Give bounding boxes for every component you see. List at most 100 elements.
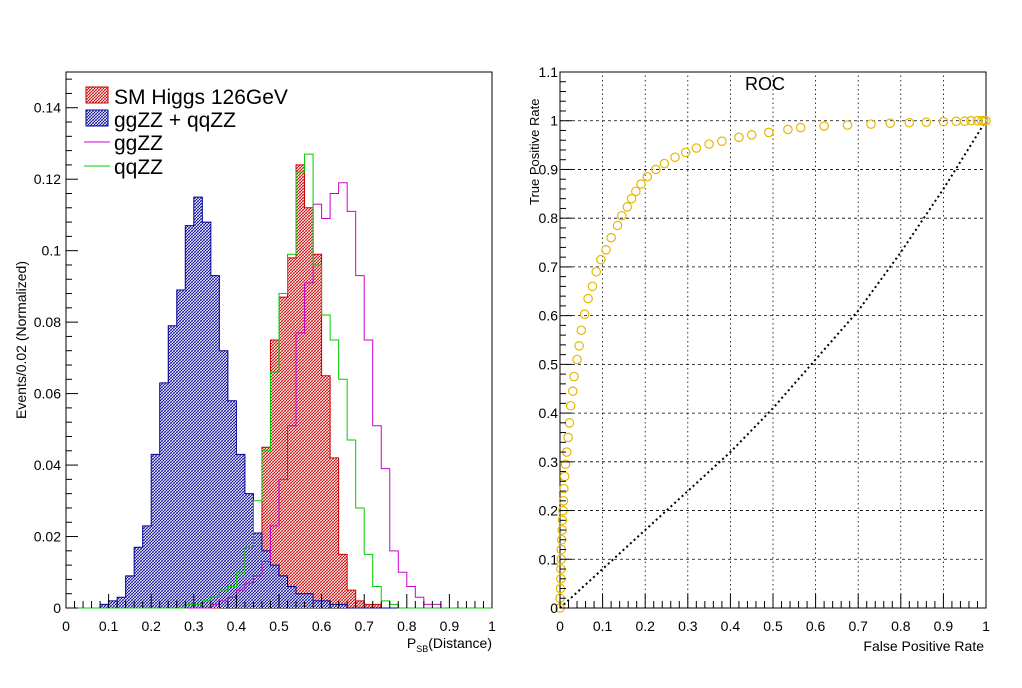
roc-point (576, 325, 587, 336)
roc-point (866, 119, 876, 129)
roc-point (885, 118, 895, 128)
histogram-series-4 (66, 153, 492, 609)
roc-point (959, 116, 970, 127)
roc-point (574, 341, 584, 351)
histogram-x-tick-label: 0.3 (184, 618, 204, 634)
histogram-series-layer (66, 153, 492, 609)
roc-point (559, 483, 569, 494)
roc-point (596, 254, 606, 265)
roc-point (557, 525, 567, 535)
roc-panel: 0 0.1 0.2 0.3 0.4 0.5 0.6 0.7 0.8 0.9 1 0 0.1 0.2 0.3 0… (527, 64, 991, 654)
roc-x-axis-label: False Positive Rate (863, 638, 984, 654)
roc-y-tick-label: 1.1 (539, 64, 559, 80)
roc-x-tick-label: 0.9 (934, 618, 954, 634)
histogram-series-1 (66, 164, 492, 609)
roc-x-tick-label: 0.5 (763, 618, 783, 634)
roc-point (557, 515, 568, 526)
roc-point (636, 179, 646, 189)
roc-diagonal-line (559, 120, 987, 609)
histogram-x-tick-label: 1 (488, 618, 496, 634)
histogram-y-tick-label: 0.04 (34, 457, 61, 473)
roc-point (583, 293, 593, 304)
roc-x-tick-label: 0 (556, 618, 564, 634)
legend-swatch-1 (85, 86, 109, 104)
histogram-y-tick-label: 0.12 (34, 171, 61, 187)
histogram-y-tick-label: 0.14 (34, 100, 61, 116)
histogram-x-tick-label: 0.5 (269, 618, 289, 634)
roc-point (626, 193, 637, 204)
roc-y-tick-label: 0.8 (539, 210, 559, 226)
roc-point (783, 124, 793, 135)
roc-point (591, 266, 602, 277)
roc-y-tick-label: 0.9 (539, 161, 559, 177)
roc-point (951, 116, 961, 127)
roc-x-tick-label: 1 (982, 618, 990, 634)
roc-point (734, 132, 744, 143)
roc-y-tick-label: 0.5 (539, 356, 559, 372)
histogram-y-tick-label: 0.08 (34, 314, 61, 330)
roc-x-tick-label: 0.1 (593, 618, 613, 634)
roc-point (569, 371, 579, 382)
histogram-x-label-sub: SB (416, 644, 428, 654)
roc-point (587, 281, 598, 292)
roc-y-tick-label: 1 (550, 113, 558, 129)
histogram-x-tick-label: 0.1 (99, 618, 119, 634)
histogram-y-tick-label: 0.1 (42, 243, 62, 259)
roc-point (559, 471, 570, 482)
roc-point (938, 116, 949, 127)
roc-axes: 0 0.1 0.2 0.3 0.4 0.5 0.6 0.7 0.8 0.9 1 0 0.1 0.2 0.3 0… (539, 64, 991, 634)
histogram-y-tick-label: 0.02 (34, 529, 61, 545)
roc-grid (560, 72, 986, 608)
roc-point (612, 220, 623, 231)
roc-y-tick-label: 0.6 (539, 308, 559, 324)
roc-point (565, 400, 576, 411)
histogram-series-2 (66, 196, 492, 609)
roc-point (691, 143, 702, 153)
roc-point (670, 152, 680, 163)
roc-y-tick-label: 0 (550, 600, 558, 616)
roc-point (763, 127, 774, 138)
histogram-y-tick-label: 0.06 (34, 386, 61, 402)
roc-x-tick-label: 0.4 (721, 618, 741, 634)
histogram-x-axis-label: PSB(Distance) (407, 635, 492, 654)
histogram-x-label-main: P (407, 635, 416, 651)
roc-x-tick-label: 0.8 (891, 618, 911, 634)
histogram-y-axis-label: Events/0.02 (Normalized) (13, 261, 29, 419)
histogram-x-tick-label: 0.2 (141, 618, 161, 634)
roc-point (563, 432, 573, 443)
histogram-x-tick-label: 0.9 (440, 618, 460, 634)
roc-point (680, 147, 691, 158)
roc-point (567, 386, 578, 396)
legend-label-1: SM Higgs 126GeV (114, 86, 288, 109)
roc-point (659, 158, 670, 169)
histogram-panel: 0 0.1 0.2 0.3 0.4 0.5 0.6 0.7 0.8 0.9 1 0 0.02 0.04 0.… (13, 71, 496, 654)
roc-point (579, 309, 590, 319)
roc-point (572, 354, 582, 365)
legend-label-4: qqZZ (114, 156, 163, 179)
roc-point (921, 117, 932, 127)
roc-point (642, 171, 653, 182)
roc-point (717, 136, 727, 146)
roc-point (819, 121, 829, 131)
roc-point (616, 210, 627, 221)
histogram-y-tick-label: 0 (53, 600, 61, 616)
roc-x-tick-label: 0.6 (806, 618, 826, 634)
roc-point (746, 130, 757, 140)
roc-point (981, 115, 991, 126)
roc-point (842, 120, 853, 130)
histogram-x-tick-label: 0.7 (354, 618, 374, 634)
roc-point (560, 459, 571, 470)
roc-point (795, 122, 806, 133)
roc-point (631, 186, 641, 197)
roc-point (558, 495, 569, 506)
roc-x-tick-label: 0.2 (635, 618, 655, 634)
roc-title: ROC (745, 74, 785, 94)
histogram-x-tick-label: 0.8 (397, 618, 417, 634)
histogram-axes: 0 0.1 0.2 0.3 0.4 0.5 0.6 0.7 0.8 0.9 1 0 0.02 0.04 0.… (34, 78, 496, 634)
roc-y-tick-label: 0.3 (539, 454, 559, 470)
roc-point (904, 117, 915, 128)
roc-y-tick-label: 0.2 (539, 503, 559, 519)
legend-label-3: ggZZ (114, 132, 163, 155)
